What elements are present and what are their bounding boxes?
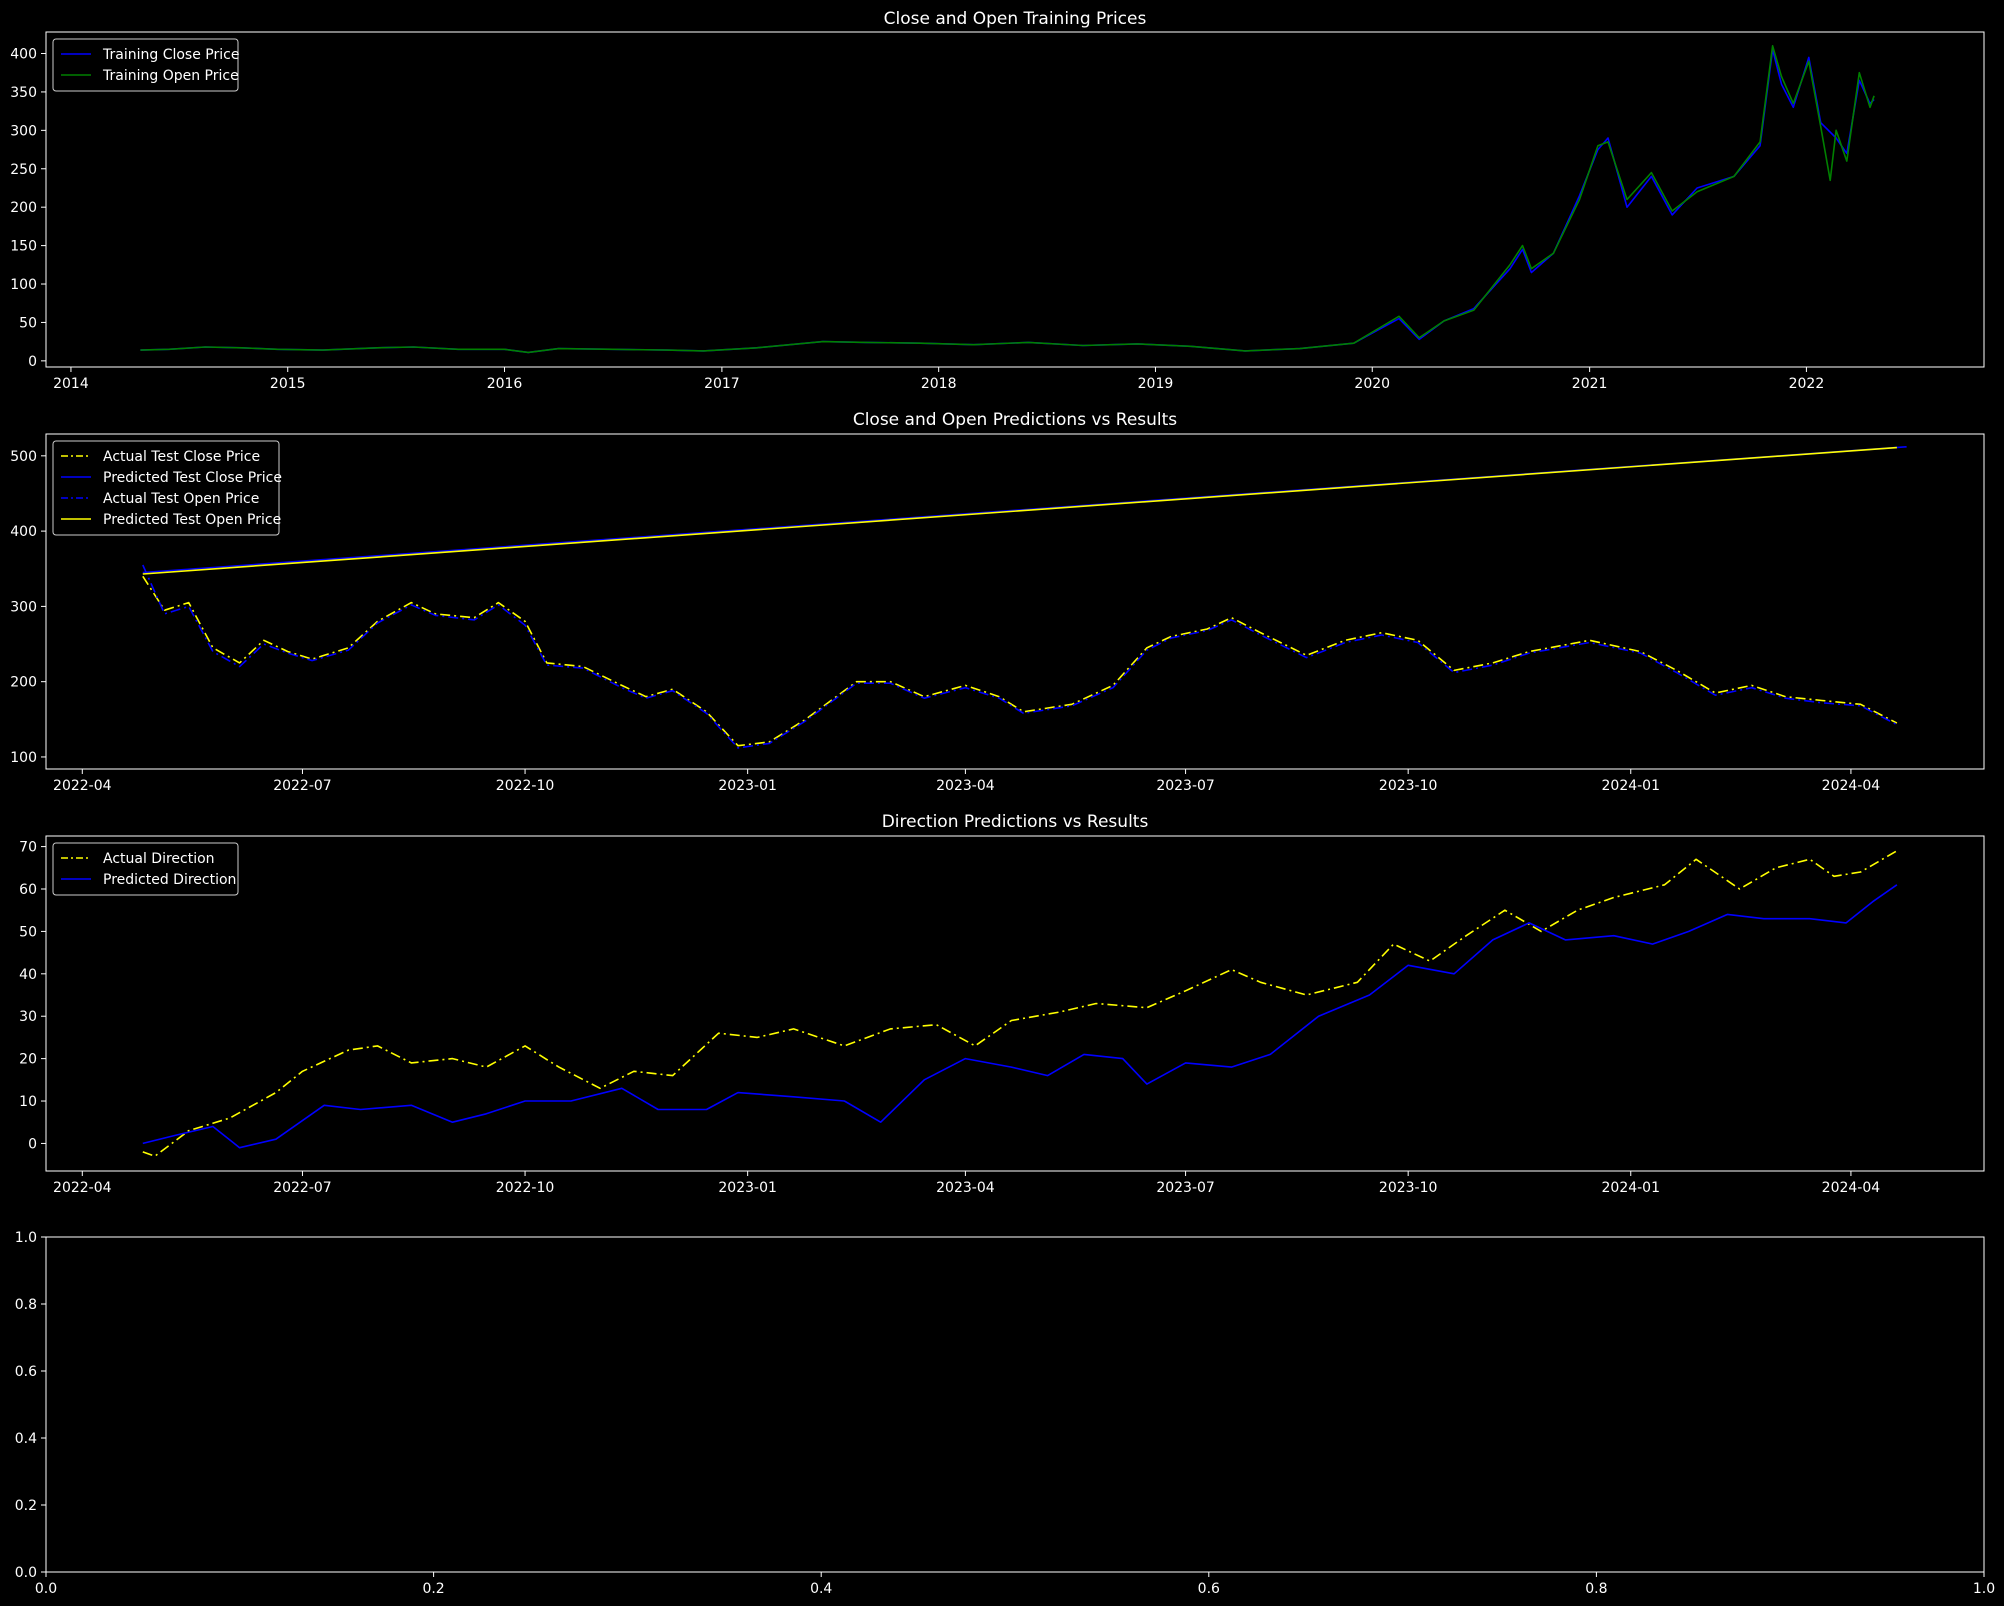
axes-frame (45, 433, 1985, 770)
series-line (142, 446, 1897, 575)
x-tick-label: 2024-01 (1602, 1180, 1661, 1196)
axes-frame (45, 1236, 1985, 1573)
x-tick-label: 2023-04 (936, 1180, 995, 1196)
x-tick-label: 2020 (1354, 376, 1390, 392)
legend: Training Close Price Training Open Price (52, 38, 239, 92)
legend: Actual Test Close Price Predicted Test Cl… (52, 440, 282, 536)
x-tick-label: 0.4 (810, 1581, 832, 1597)
plot-area: 2022-04 2022-07 2022-10 2023-01 2023-04 2023-… (19, 835, 1985, 1196)
x-tick-label: 2023-01 (718, 778, 777, 794)
legend-label: Actual Test Open Price (103, 491, 259, 507)
x-tick-label: 2019 (1138, 376, 1174, 392)
y-tick-label: 0 (28, 354, 37, 370)
x-tick-label: 2024-04 (1822, 778, 1881, 794)
plot-area: 0.0 0.2 0.4 0.6 0.8 1.0 0.0 0.2 0.4 0.6 0.8 1.0 (15, 1230, 1995, 1597)
x-tick-label: 0.2 (422, 1581, 444, 1597)
legend-label: Predicted Test Open Price (103, 512, 281, 528)
x-tick-label: 2024-01 (1602, 778, 1661, 794)
legend-label: Training Open Price (102, 68, 239, 84)
y-tick-label: 100 (10, 750, 37, 766)
plot-area: 2022-04 2022-07 2022-10 2023-01 2023-04 2023-… (10, 433, 1985, 794)
plot-area: 2014 2015 2016 2017 2018 2019 2020 2021 2022 0 50 1… (10, 31, 1985, 392)
y-tick-label: 350 (10, 85, 37, 101)
legend-label: Predicted Test Close Price (103, 470, 282, 486)
x-tick-label: 2023-01 (718, 1180, 777, 1196)
y-tick-label: 150 (10, 239, 37, 255)
x-tick-label: 0.6 (1198, 1581, 1220, 1597)
chart-price-predictions: Close and Open Predictions vs Results 20… (10, 410, 1985, 794)
y-tick-label: 50 (19, 315, 37, 331)
y-tick-label: 0.8 (15, 1297, 37, 1313)
x-tick-label: 2014 (53, 376, 89, 392)
x-tick-label: 2018 (921, 376, 957, 392)
chart-title: Direction Predictions vs Results (882, 812, 1149, 832)
x-tick-label: 1.0 (1973, 1581, 1995, 1597)
y-tick-label: 300 (10, 123, 37, 139)
chart-title: Close and Open Training Prices (884, 9, 1147, 29)
y-tick-label: 1.0 (15, 1230, 37, 1246)
series-line (142, 884, 1898, 1149)
x-tick-label: 2015 (270, 376, 306, 392)
series-line (142, 850, 1898, 1157)
series-line (142, 564, 1898, 749)
x-tick-label: 2023-10 (1379, 1180, 1438, 1196)
y-tick-label: 250 (10, 162, 37, 178)
y-tick-label: 40 (19, 967, 37, 983)
y-tick-label: 20 (19, 1052, 37, 1068)
x-tick-label: 2022-04 (53, 778, 112, 794)
legend-label: Training Close Price (102, 47, 239, 63)
chart-direction-predictions: Direction Predictions vs Results 2022-04… (19, 812, 1985, 1196)
y-tick-label: 10 (19, 1094, 37, 1110)
axes-frame (45, 835, 1985, 1172)
x-tick-label: 2023-04 (936, 778, 995, 794)
legend-box (52, 38, 239, 92)
y-tick-label: 60 (19, 882, 37, 898)
x-tick-label: 2022-10 (496, 778, 555, 794)
y-tick-label: 50 (19, 924, 37, 940)
chart-title: Close and Open Predictions vs Results (853, 410, 1177, 430)
legend-label: Actual Direction (103, 851, 215, 867)
legend: Actual Direction Predicted Direction (52, 842, 239, 896)
axes-frame (45, 31, 1985, 368)
x-tick-label: 2024-04 (1822, 1180, 1881, 1196)
legend-box (52, 842, 239, 896)
x-tick-label: 2021 (1572, 376, 1608, 392)
x-tick-label: 2022-04 (53, 1180, 112, 1196)
y-tick-label: 0.0 (15, 1565, 37, 1581)
x-tick-label: 0.8 (1585, 1581, 1607, 1597)
y-tick-label: 200 (10, 200, 37, 216)
x-tick-label: 2016 (487, 376, 523, 392)
y-tick-label: 0.2 (15, 1498, 37, 1514)
x-tick-label: 2017 (704, 376, 740, 392)
y-tick-label: 0 (28, 1136, 37, 1152)
y-tick-label: 0.4 (15, 1431, 37, 1447)
x-tick-label: 2022-07 (273, 1180, 332, 1196)
y-tick-label: 200 (10, 675, 37, 691)
x-tick-label: 2022-10 (496, 1180, 555, 1196)
x-tick-label: 2022-07 (273, 778, 332, 794)
y-tick-label: 70 (19, 840, 37, 856)
y-tick-label: 300 (10, 599, 37, 615)
x-tick-label: 2023-07 (1156, 1180, 1215, 1196)
y-tick-label: 100 (10, 277, 37, 293)
chart-empty-axes: 0.0 0.2 0.4 0.6 0.8 1.0 0.0 0.2 0.4 0.6 0.8 1.0 (15, 1230, 1995, 1597)
x-tick-label: 0.0 (35, 1581, 57, 1597)
series-line (140, 45, 1875, 354)
legend-box (52, 440, 280, 536)
y-tick-label: 500 (10, 449, 37, 465)
chart-training-prices: Close and Open Training Prices 2014 2015 2… (10, 9, 1985, 392)
legend-label: Actual Test Close Price (103, 449, 260, 465)
y-tick-label: 400 (10, 524, 37, 540)
y-tick-label: 400 (10, 47, 37, 63)
x-tick-label: 2022 (1789, 376, 1825, 392)
x-tick-label: 2023-10 (1379, 778, 1438, 794)
y-tick-label: 30 (19, 1009, 37, 1025)
y-tick-label: 0.6 (15, 1364, 37, 1380)
x-tick-label: 2023-07 (1156, 778, 1215, 794)
legend-label: Predicted Direction (103, 872, 236, 888)
